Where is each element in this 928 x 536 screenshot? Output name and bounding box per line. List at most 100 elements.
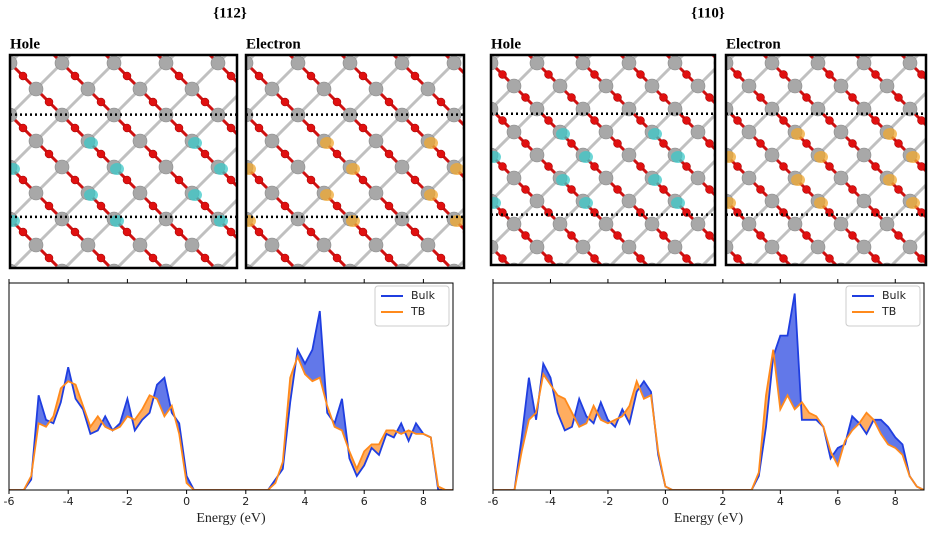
bond [721, 293, 744, 316]
metal-atom [530, 194, 544, 208]
bond [0, 193, 10, 219]
oxygen-atom [203, 332, 211, 340]
charge-density [906, 151, 920, 163]
oxygen-atom [872, 117, 880, 125]
structure [168, 30, 558, 349]
oxygen-atom [333, 202, 341, 210]
oxygen-atom [253, 306, 261, 314]
bond [0, 219, 10, 245]
bond [0, 37, 10, 63]
metal-atom [668, 286, 682, 300]
image-label: Electron [246, 36, 301, 52]
metal-atom [765, 56, 779, 70]
bond [680, 293, 703, 316]
bond [583, 316, 606, 339]
x-axis-label: Energy (eV) [196, 511, 266, 526]
oxygen-atom [826, 117, 834, 125]
oxygen-atom [803, 94, 811, 102]
x-tick-label: 8 [892, 495, 899, 508]
oxygen-atom [19, 228, 27, 236]
oxygen-atom [568, 94, 576, 102]
bond [537, 293, 560, 316]
metal-atom [645, 79, 659, 93]
bond [698, 293, 721, 316]
charge-density [84, 189, 98, 201]
oxygen-atom [614, 186, 622, 194]
charge-density [814, 197, 828, 209]
metal-atom [576, 56, 590, 70]
bond [726, 316, 749, 339]
metal-atom [742, 125, 756, 139]
bond [270, 297, 296, 323]
oxygen-atom [591, 255, 599, 263]
oxygen-atom [614, 94, 622, 102]
metal-atom [133, 290, 147, 304]
oxygen-atom [97, 46, 105, 54]
charge-density [648, 174, 662, 186]
oxygen-atom [591, 301, 599, 309]
metal-atom [237, 82, 251, 96]
bond [726, 293, 749, 316]
metal-atom [107, 264, 121, 278]
metal-atom [788, 217, 802, 231]
dos-line [9, 311, 453, 490]
metal-atom [507, 125, 521, 139]
oxygen-atom [614, 324, 622, 332]
x-tick-label: 2 [719, 495, 726, 508]
bond [376, 323, 402, 349]
oxygen-atom [0, 150, 1, 158]
bond [749, 270, 772, 293]
bond [192, 323, 218, 349]
oxygen-atom [803, 324, 811, 332]
metal-atom [55, 316, 69, 330]
oxygen-atom [279, 332, 287, 340]
oxygen-atom [201, 98, 209, 106]
oxygen-atom [279, 280, 287, 288]
oxygen-atom [385, 150, 393, 158]
oxygen-atom [706, 140, 714, 148]
metal-atom [599, 33, 613, 47]
metal-atom [880, 79, 894, 93]
bond [795, 316, 818, 339]
oxygen-atom [752, 278, 760, 286]
bond [703, 316, 726, 339]
oxygen-atom [281, 306, 289, 314]
bond [698, 270, 721, 293]
metal-atom [289, 238, 303, 252]
bond [657, 293, 680, 316]
metal-atom [317, 238, 331, 252]
metal-atom [461, 309, 475, 323]
panel-title: {110} [691, 5, 725, 21]
bond [583, 270, 606, 293]
oxygen-atom [591, 117, 599, 125]
oxygen-atom [149, 46, 157, 54]
charge-density [214, 163, 228, 175]
metal-atom [645, 217, 659, 231]
oxygen-atom [757, 94, 765, 102]
oxygen-atom [872, 163, 880, 171]
metal-atom [185, 238, 199, 252]
charge-density [424, 137, 438, 149]
oxygen-atom [307, 228, 315, 236]
bond [36, 297, 62, 323]
bond [244, 297, 270, 323]
metal-atom [673, 286, 687, 300]
oxygen-atom [307, 280, 315, 288]
oxygen-atom [175, 72, 183, 80]
metal-atom [461, 33, 475, 47]
metal-atom [834, 79, 848, 93]
bond [88, 297, 114, 323]
bond [468, 178, 491, 201]
legend-label: Bulk [411, 289, 436, 302]
metal-atom [903, 102, 917, 116]
oxygen-atom [757, 140, 765, 148]
metal-atom [447, 56, 461, 70]
metal-atom [159, 160, 173, 174]
oxygen-atom [305, 46, 313, 54]
oxygen-atom [385, 98, 393, 106]
metal-atom [211, 108, 225, 122]
metal-atom [691, 125, 705, 139]
charge-density [722, 197, 736, 209]
metal-atom [159, 56, 173, 70]
oxygen-atom [757, 324, 765, 332]
